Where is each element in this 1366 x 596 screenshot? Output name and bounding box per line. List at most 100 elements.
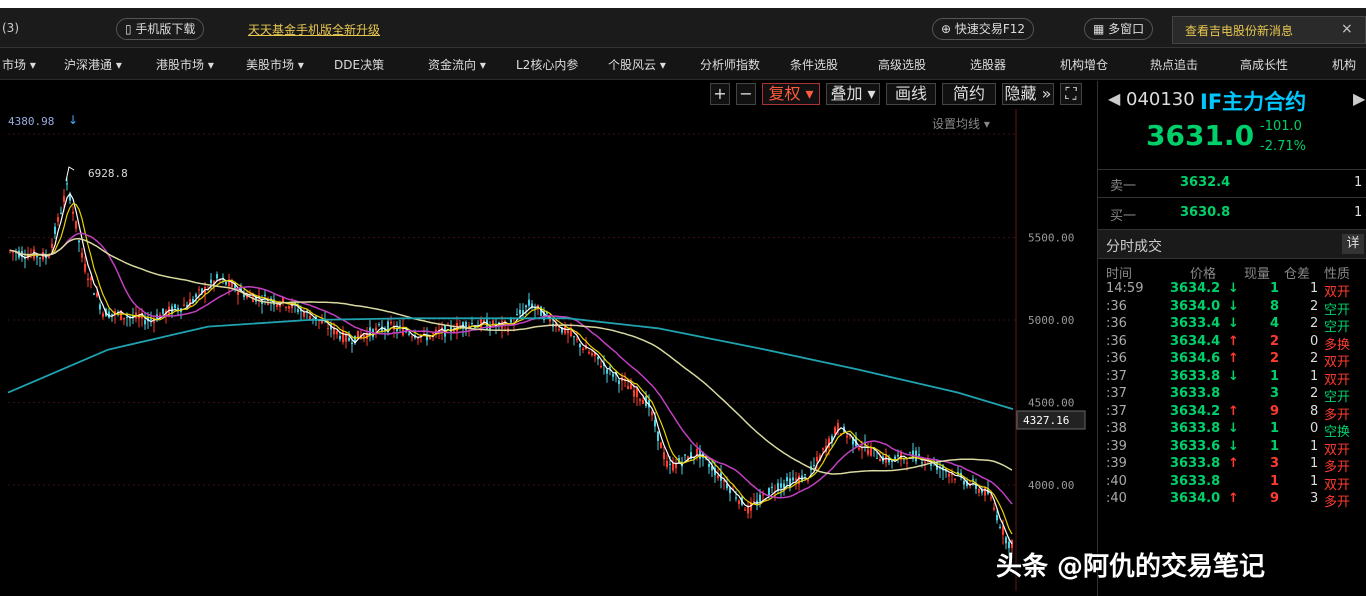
simple-mode-button[interactable]: 简约: [942, 83, 996, 105]
candle-body: [816, 456, 818, 462]
candle-body: [237, 291, 239, 295]
menu-item[interactable]: 市场 ▾: [2, 58, 36, 72]
kline-chart[interactable]: + − 复权 ▾ 叠加 ▾ 画线 简约 隐藏 » ⛶ 4380.98 ↓ 设置均…: [8, 81, 1096, 591]
promo-link[interactable]: 天天基金手机版全新升级: [248, 23, 381, 37]
candle-body: [570, 330, 572, 337]
peak-marker: [65, 166, 75, 182]
tick-n: 空开: [1324, 320, 1351, 335]
buy1-price: 3630.8: [1180, 205, 1231, 220]
menu-item[interactable]: L2核心内参: [516, 58, 579, 72]
candle-body: [999, 526, 1001, 528]
news-label: 查看吉电股份新消息: [1185, 24, 1294, 38]
price-tag: [1016, 410, 1086, 430]
candle-body: [921, 462, 923, 464]
candle-body: [396, 328, 398, 332]
candle-body: [153, 319, 155, 323]
tick-a: ↑: [1228, 491, 1239, 506]
candle-body: [327, 327, 329, 329]
menu-item[interactable]: 条件选股: [790, 58, 839, 72]
draw-line-button[interactable]: 画线: [886, 83, 936, 105]
menu-item[interactable]: 机构增仓: [1060, 58, 1109, 72]
menu-item[interactable]: 美股市场 ▾: [246, 58, 304, 72]
candle-body: [51, 243, 53, 249]
candle-body: [333, 327, 335, 335]
candle-body: [747, 505, 749, 514]
candle-body: [978, 488, 980, 493]
candle-body: [453, 331, 455, 333]
quick-trade-button[interactable]: ⊕ 快速交易F12: [932, 18, 1035, 40]
col-nature: 性质: [1324, 267, 1351, 282]
hide-button[interactable]: 隐藏 »: [1002, 83, 1054, 105]
app-download-button[interactable]: ▯ 手机版下载: [116, 18, 205, 40]
menu-item[interactable]: 港股市场 ▾: [156, 58, 214, 72]
candle-body: [195, 294, 197, 297]
ma-settings-dropdown[interactable]: 设置均线 ▾: [932, 117, 990, 131]
candle-body: [534, 307, 536, 309]
candle-body: [711, 465, 713, 471]
candle-body: [300, 309, 302, 312]
menu-item[interactable]: 个股风云 ▾: [608, 58, 666, 72]
next-contract-icon[interactable]: ▶: [1353, 89, 1366, 108]
zoom-out-button[interactable]: −: [736, 83, 756, 105]
tick-n: 空换: [1324, 425, 1351, 440]
candle-body: [867, 449, 869, 455]
candle-body: [717, 475, 719, 479]
col-time: 时间: [1106, 267, 1133, 282]
window-icon: ▦: [1093, 22, 1109, 36]
tick-t: :37: [1106, 403, 1127, 419]
menu-item[interactable]: 高级选股: [878, 58, 927, 72]
menu-item[interactable]: 分析师指数: [700, 58, 761, 72]
candle-body: [657, 431, 659, 441]
candle-body: [132, 315, 134, 318]
y-tick-label: 4000.00: [1028, 479, 1074, 492]
tick-v: 3: [1270, 386, 1280, 401]
tick-t: :40: [1106, 473, 1127, 489]
detail-button[interactable]: 详: [1342, 234, 1364, 254]
candle-body: [897, 454, 899, 457]
candle-body: [762, 494, 764, 496]
news-tab[interactable]: 查看吉电股份新消息 ×: [1172, 16, 1366, 44]
candle-body: [528, 299, 530, 306]
menu-item[interactable]: 高成长性: [1240, 58, 1289, 72]
candle-body: [114, 311, 116, 315]
candle-body: [996, 514, 998, 521]
candle-body: [399, 325, 401, 327]
candle-body: [651, 411, 653, 416]
menu-item[interactable]: 机构: [1332, 58, 1357, 72]
tick-t: :40: [1106, 491, 1127, 506]
menu-item[interactable]: 沪深港通 ▾: [64, 58, 122, 72]
menu-item[interactable]: 选股器: [970, 58, 1007, 72]
zoom-in-button[interactable]: +: [710, 83, 730, 105]
candle-body: [81, 252, 83, 258]
tick-o: 2: [1310, 351, 1319, 366]
tick-row: :36 3634.4 ↑ 2 0 多换: [1098, 334, 1366, 353]
candle-body: [321, 320, 323, 324]
expand-icon[interactable]: ⛶: [1060, 83, 1082, 105]
candle-body: [480, 319, 482, 328]
close-icon[interactable]: ×: [1341, 21, 1353, 37]
candle-body: [39, 257, 41, 259]
candle-body: [354, 335, 356, 344]
tick-n: 双开: [1324, 285, 1351, 300]
menu-item[interactable]: DDE决策: [334, 58, 385, 72]
candle-body: [417, 337, 419, 339]
candle-body: [804, 474, 806, 476]
candle-body: [612, 374, 614, 377]
candle-body: [366, 332, 368, 339]
candle-body: [780, 483, 782, 488]
candle-body: [330, 324, 332, 330]
menu-item[interactable]: 资金流向 ▾: [428, 58, 486, 72]
candle-body: [594, 352, 596, 357]
candle-body: [963, 481, 965, 485]
multi-window-button[interactable]: ▦ 多窗口: [1084, 18, 1154, 40]
candle-body: [891, 459, 893, 462]
menu-item[interactable]: 热点追击: [1150, 58, 1199, 72]
overlay-dropdown[interactable]: 叠加 ▾: [826, 83, 880, 105]
tick-p: 3634.2: [1170, 403, 1221, 419]
candle-body: [852, 437, 854, 445]
fuquan-dropdown[interactable]: 复权 ▾: [762, 83, 820, 105]
y-tick-label: 5000.00: [1028, 314, 1074, 327]
candle-body: [744, 509, 746, 511]
candle-body: [123, 317, 125, 320]
prev-contract-icon[interactable]: ◀: [1108, 89, 1121, 108]
